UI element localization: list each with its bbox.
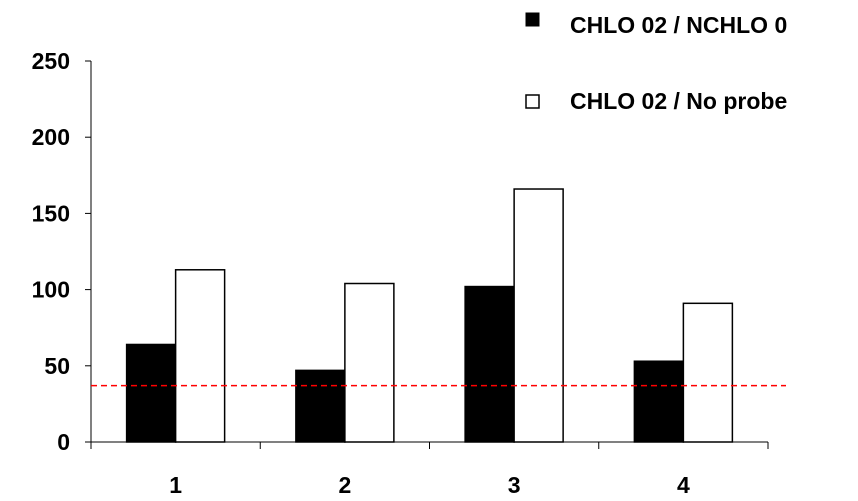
- bar-series-2-cat-1: [174, 269, 226, 443]
- bar-series-1-cat-2: [295, 369, 346, 443]
- x-category-label: 3: [508, 472, 521, 498]
- bar-series-1-cat-4: [633, 360, 685, 443]
- y-tick-label: 0: [57, 429, 70, 455]
- x-category-label: 4: [677, 472, 690, 498]
- y-tick-label: 150: [32, 200, 70, 226]
- x-category-label: 1: [169, 472, 182, 498]
- chart-bars: [125, 188, 734, 443]
- y-tick-labels: 0 50 100 150 200 250: [32, 48, 70, 455]
- bar-series-2-cat-3: [513, 188, 564, 443]
- bar-series-2-cat-4: [682, 302, 734, 443]
- legend: CHLO 02 / NCHLO 0 CHLO 02 / No probe: [525, 12, 787, 114]
- bar-series-1-cat-1: [125, 343, 177, 443]
- y-tick-label: 250: [32, 48, 70, 74]
- legend-label-series-1: CHLO 02 / NCHLO 0: [570, 12, 787, 38]
- bar-series-2-cat-2: [344, 282, 395, 443]
- y-tick-label: 200: [32, 124, 70, 150]
- legend-swatch-series-1: [525, 12, 540, 27]
- y-tick-label: 100: [32, 277, 70, 303]
- bar-series-1-cat-3: [464, 285, 515, 443]
- legend-label-series-2: CHLO 02 / No probe: [570, 88, 787, 114]
- legend-swatch-series-2: [525, 94, 540, 109]
- x-category-label: 2: [338, 472, 351, 498]
- x-category-labels: 1 2 3 4: [169, 472, 690, 498]
- y-tick-label: 50: [44, 353, 70, 379]
